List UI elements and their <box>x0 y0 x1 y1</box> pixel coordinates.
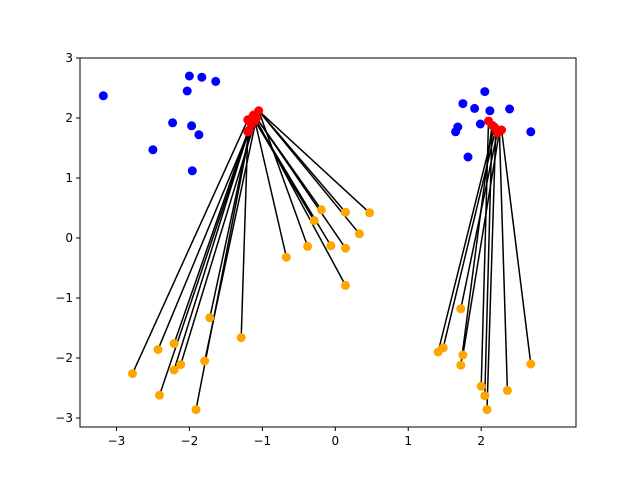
orange-point <box>153 345 163 355</box>
orange-point <box>502 385 512 395</box>
connection-line <box>258 110 371 214</box>
y-tick-label: 1 <box>65 171 73 185</box>
connection-lines <box>131 110 532 410</box>
orange-point <box>281 252 291 262</box>
connection-line <box>486 128 497 410</box>
blue-point <box>475 119 485 129</box>
orange-point <box>191 405 201 415</box>
x-tick-label: −2 <box>181 434 199 448</box>
blue-point <box>470 103 480 113</box>
orange-point <box>354 229 364 239</box>
y-tick-label: 0 <box>65 231 73 245</box>
connection-line <box>157 129 250 350</box>
blue-point <box>148 145 158 155</box>
y-axis-ticks: 3 2 1 0 −1 −2 −3 <box>55 51 80 425</box>
connection-line <box>131 119 249 374</box>
connection-line <box>252 114 288 258</box>
blue-point <box>187 166 197 176</box>
blue-point <box>485 106 495 116</box>
x-tick-label: 1 <box>404 434 412 448</box>
orange-point <box>456 360 466 370</box>
y-tick-label: −1 <box>55 291 73 305</box>
blue-point <box>187 121 197 131</box>
orange-point <box>155 390 164 400</box>
blue-point <box>197 72 207 82</box>
x-tick-label: 2 <box>477 434 485 448</box>
orange-point <box>169 365 179 375</box>
orange-point <box>365 208 375 218</box>
orange-point <box>480 391 490 401</box>
blue-point <box>458 99 468 109</box>
blue-point <box>211 76 221 86</box>
orange-point <box>476 381 486 391</box>
blue-point <box>480 87 490 97</box>
x-tick-label: −3 <box>108 434 126 448</box>
connection-line <box>209 123 253 318</box>
orange-point <box>456 304 466 314</box>
blue-point <box>526 127 536 137</box>
connection-line <box>173 131 249 344</box>
connection-line <box>484 125 493 396</box>
axes-frame <box>79 57 577 428</box>
connection-line <box>252 114 347 286</box>
blue-point <box>194 130 204 140</box>
orange-point <box>341 207 350 217</box>
y-tick-label: 2 <box>65 111 73 125</box>
blue-point <box>505 104 515 114</box>
orange-point <box>341 280 350 290</box>
orange-point <box>326 241 336 251</box>
orange-point <box>236 333 246 343</box>
blue-point <box>184 71 194 81</box>
orange-point <box>303 241 313 251</box>
x-tick-label: 0 <box>331 434 339 448</box>
connection-line <box>500 129 532 365</box>
blue-point <box>168 118 178 128</box>
connection-line <box>480 120 490 387</box>
orange-point <box>341 243 350 253</box>
red-point <box>243 127 253 137</box>
orange-point <box>309 216 319 226</box>
orange-point <box>526 359 536 369</box>
connection-line <box>437 126 496 353</box>
orange-point <box>128 369 137 379</box>
x-axis-ticks: −3 −2 −1 0 1 2 <box>108 427 485 448</box>
orange-point <box>316 205 326 215</box>
orange-point <box>176 360 186 370</box>
data-points <box>98 71 536 415</box>
blue-point <box>182 86 192 96</box>
orange-point <box>205 313 215 323</box>
connection-line <box>173 114 255 371</box>
orange-point <box>458 350 468 360</box>
y-tick-label: −3 <box>55 411 73 425</box>
red-point <box>492 128 502 138</box>
connection-line <box>240 131 249 338</box>
blue-point <box>451 127 461 137</box>
x-tick-label: −1 <box>254 434 272 448</box>
connection-line <box>255 117 347 249</box>
red-point <box>254 106 264 116</box>
red-point <box>248 111 258 121</box>
y-tick-label: 3 <box>65 51 73 65</box>
connection-line <box>462 131 501 356</box>
y-tick-label: −2 <box>55 351 73 365</box>
blue-point <box>98 91 108 101</box>
orange-point <box>169 339 179 349</box>
blue-point <box>463 152 473 162</box>
connection-line <box>498 131 509 391</box>
orange-point <box>200 356 210 366</box>
orange-point <box>482 405 492 415</box>
orange-point <box>438 343 448 353</box>
